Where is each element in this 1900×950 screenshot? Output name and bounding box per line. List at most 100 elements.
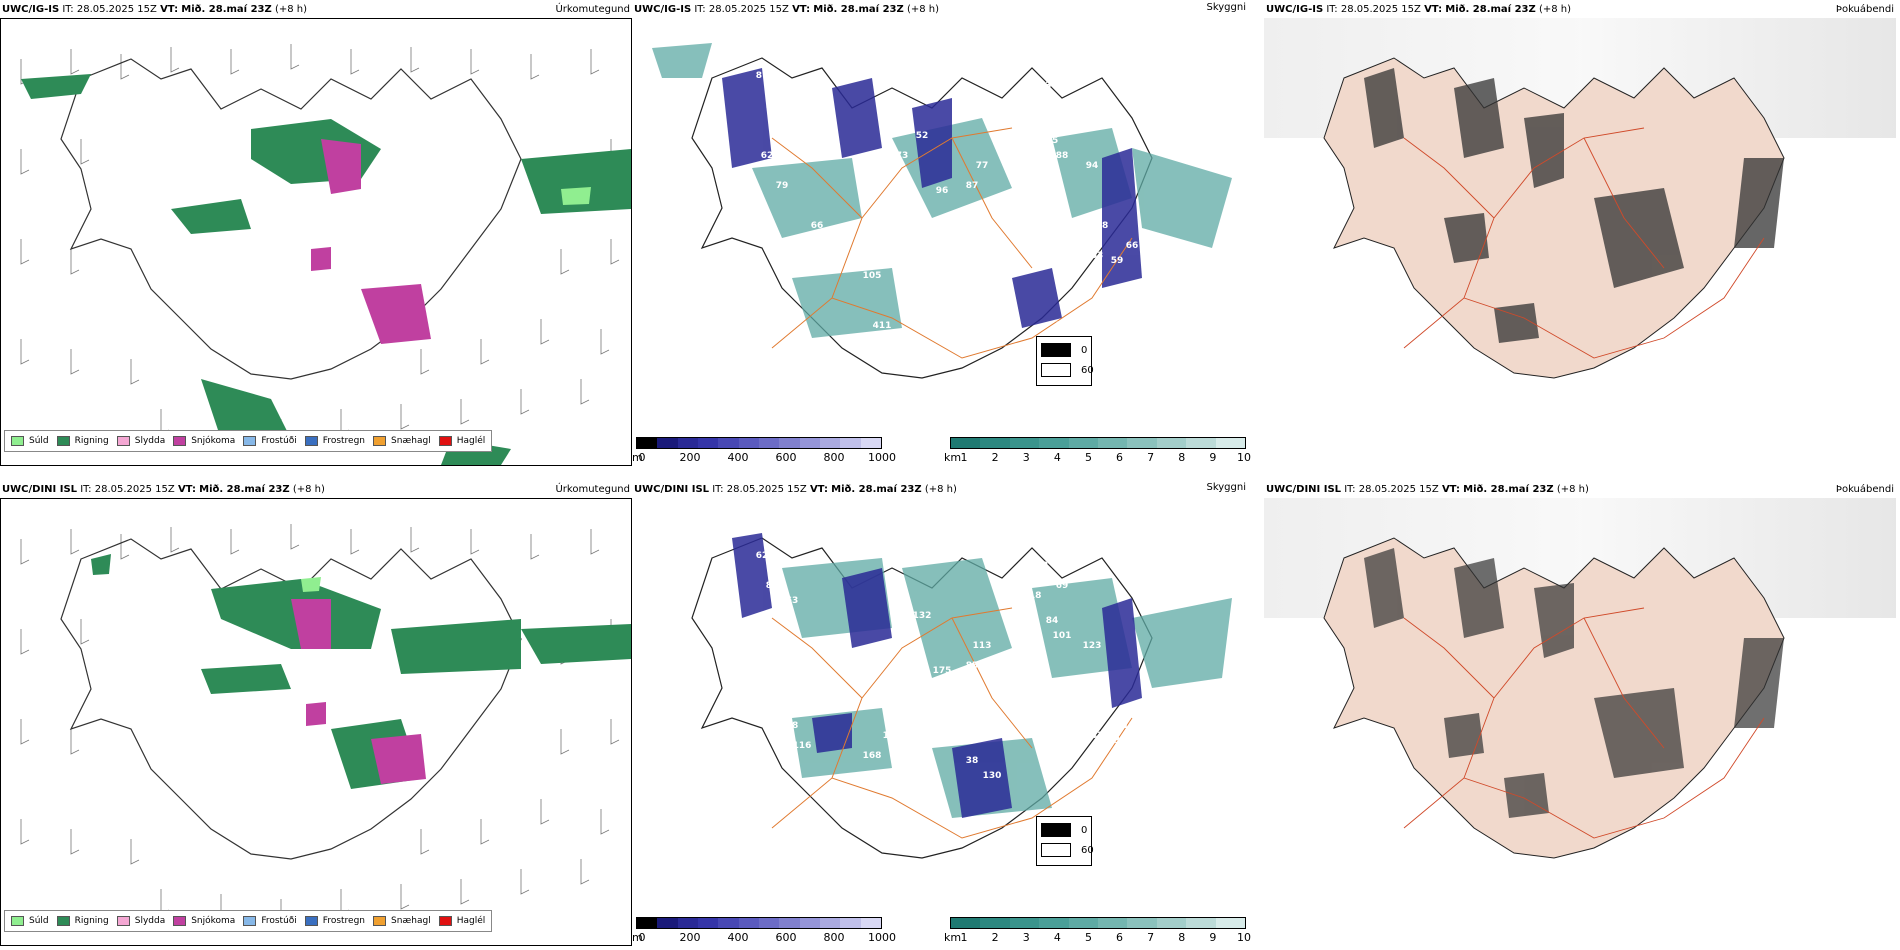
vt-value: Mið. 28.maí 23Z xyxy=(831,484,922,495)
cloud-base-label: 114 xyxy=(923,731,942,741)
cloud-base-label: 72 xyxy=(886,351,899,361)
fog-legend-item: 0 xyxy=(1041,823,1087,837)
legend-swatch xyxy=(56,436,70,446)
colorbar-segment xyxy=(1215,918,1246,928)
colorbar-segment xyxy=(1009,438,1040,448)
fog-legend-swatch xyxy=(1041,363,1071,377)
road-network xyxy=(1403,607,1765,839)
colorbar-segment xyxy=(1098,438,1128,448)
colorbar-segment xyxy=(1186,918,1216,928)
colorbar-segment xyxy=(1186,438,1216,448)
cloud-base-label: 168 xyxy=(863,751,882,761)
vt-value: Mið. 28.maí 23Z xyxy=(1463,484,1554,495)
cloud-base-label: 100 xyxy=(963,276,982,286)
legend-item: Frostregn xyxy=(304,436,365,446)
vt-value: Mið. 28.maí 23Z xyxy=(181,4,272,15)
it-label: IT: xyxy=(694,4,706,15)
legend-item: Súld xyxy=(11,916,49,926)
legend-swatch xyxy=(438,916,452,926)
fog-index-legend: 0 60 xyxy=(1036,816,1094,866)
road-network xyxy=(771,127,1133,359)
colorbar-tick: 7 xyxy=(1147,451,1155,464)
legend-label: Snæhagl xyxy=(391,436,431,446)
iceland-outline xyxy=(691,57,1153,379)
legend-label: Súld xyxy=(29,436,49,446)
legend-swatch xyxy=(173,436,187,446)
cloud-base-label: 59 xyxy=(1111,256,1124,266)
cloud-base-label: 102 xyxy=(1023,111,1042,121)
colorbar-segment xyxy=(951,918,981,928)
legend-item: Snæhagl xyxy=(373,436,431,446)
cloud-base-label: 115 xyxy=(883,731,902,741)
lead-time: (+8 h) xyxy=(924,484,957,495)
colorbar-segment xyxy=(1068,438,1099,448)
it-value: 28.05.2025 15Z xyxy=(94,484,175,495)
colorbar-segment xyxy=(980,438,1010,448)
colorbar-tick: 10 xyxy=(1237,451,1251,464)
cloud-base-label: 52 xyxy=(1106,311,1119,321)
panel-header: UWC/DINI ISL IT: 28.05.2025 15Z VT: Mið.… xyxy=(1266,484,1589,495)
it-label: IT: xyxy=(712,484,724,495)
legend-label: Snjókoma xyxy=(191,436,236,446)
colorbar-segment xyxy=(799,438,820,448)
cloud-base-label: 80 xyxy=(776,661,789,671)
cloud-base-colorbar xyxy=(636,917,882,929)
vt-value: Mið. 28.maí 23Z xyxy=(1445,4,1536,15)
cloud-base-label: 66 xyxy=(811,221,824,231)
cloud-base-label: 39 xyxy=(1116,766,1129,776)
iceland-outline xyxy=(691,537,1153,859)
colorbar-tick: 5 xyxy=(1084,931,1092,944)
drizzle-areas xyxy=(301,577,321,592)
legend-swatch xyxy=(11,436,24,446)
cloud-base-label: 87 xyxy=(756,71,769,81)
cloud-base-label: 94 xyxy=(1086,161,1099,171)
panel-header: UWC/IG-IS IT: 28.05.2025 15Z VT: Mið. 28… xyxy=(634,4,939,15)
panel-title: Úrkomutegund xyxy=(555,4,630,15)
colorbar-segment xyxy=(980,918,1010,928)
vt-label: VT: xyxy=(160,4,179,15)
cloud-base-label: 105 xyxy=(863,271,882,281)
legend-swatch xyxy=(11,916,24,926)
rain-areas xyxy=(21,74,631,465)
vt-label: VT: xyxy=(792,4,811,15)
model-name: UWC/DINI ISL xyxy=(2,484,78,495)
colorbar-tick: 200 xyxy=(679,931,701,944)
colorbar-tick: 1 xyxy=(960,451,968,464)
vt-label: VT: xyxy=(1424,4,1443,15)
colorbar-tick: 600 xyxy=(775,931,797,944)
panel-title: Úrkomutegund xyxy=(555,484,630,495)
panel-title: Skyggni xyxy=(1206,2,1246,13)
road-network xyxy=(1403,127,1765,359)
panel-title: Skyggni xyxy=(1206,482,1246,493)
colorbar-segment xyxy=(799,918,820,928)
precip-type-legend: Súld Rigning Slydda Snjókoma Frostúði Frostre… xyxy=(4,910,493,932)
iceland-fill xyxy=(1323,57,1785,379)
lead-time: (+8 h) xyxy=(906,4,940,15)
cloud-base-label: 196 xyxy=(1053,101,1072,111)
colorbar-tick: 600 xyxy=(775,451,797,464)
cloud-base-label: 113 xyxy=(1093,701,1112,711)
cloud-base-unit: m xyxy=(632,451,643,464)
cloud-panel-bottom: UWC/DINI ISL IT: 28.05.2025 15Z VT: Mið.… xyxy=(632,480,1264,950)
cloud-base-areas xyxy=(722,68,1142,328)
it-value: 28.05.2025 15Z xyxy=(708,4,789,15)
colorbar-segment xyxy=(718,918,739,928)
cloud-base-label: 83 xyxy=(926,251,939,261)
cloud-base-label: 68 xyxy=(1096,221,1109,231)
panel-title: Þokuábendi xyxy=(1835,4,1894,15)
cloud-base-ticks: 0 200 400 600 800 1000 xyxy=(639,451,897,465)
colorbar-tick: 2 xyxy=(991,931,999,944)
vt-value: Mið. 28.maí 23Z xyxy=(199,484,290,495)
fog-dark-areas xyxy=(1364,548,1784,818)
cloud-base-label: 52 xyxy=(916,131,929,141)
colorbar-segment xyxy=(840,918,861,928)
colorbar-segment xyxy=(758,918,780,928)
colorbar-tick: 1000 xyxy=(868,451,896,464)
precip-map xyxy=(0,18,632,466)
cloud-base-label: 62 xyxy=(756,551,769,561)
cloud-base-label: 91 xyxy=(956,731,969,741)
legend-label: Snjókoma xyxy=(191,916,236,926)
colorbar-tick: 2 xyxy=(991,451,999,464)
fog-legend-label: 60 xyxy=(1081,364,1094,376)
cloud-base-label: 87 xyxy=(966,181,979,191)
